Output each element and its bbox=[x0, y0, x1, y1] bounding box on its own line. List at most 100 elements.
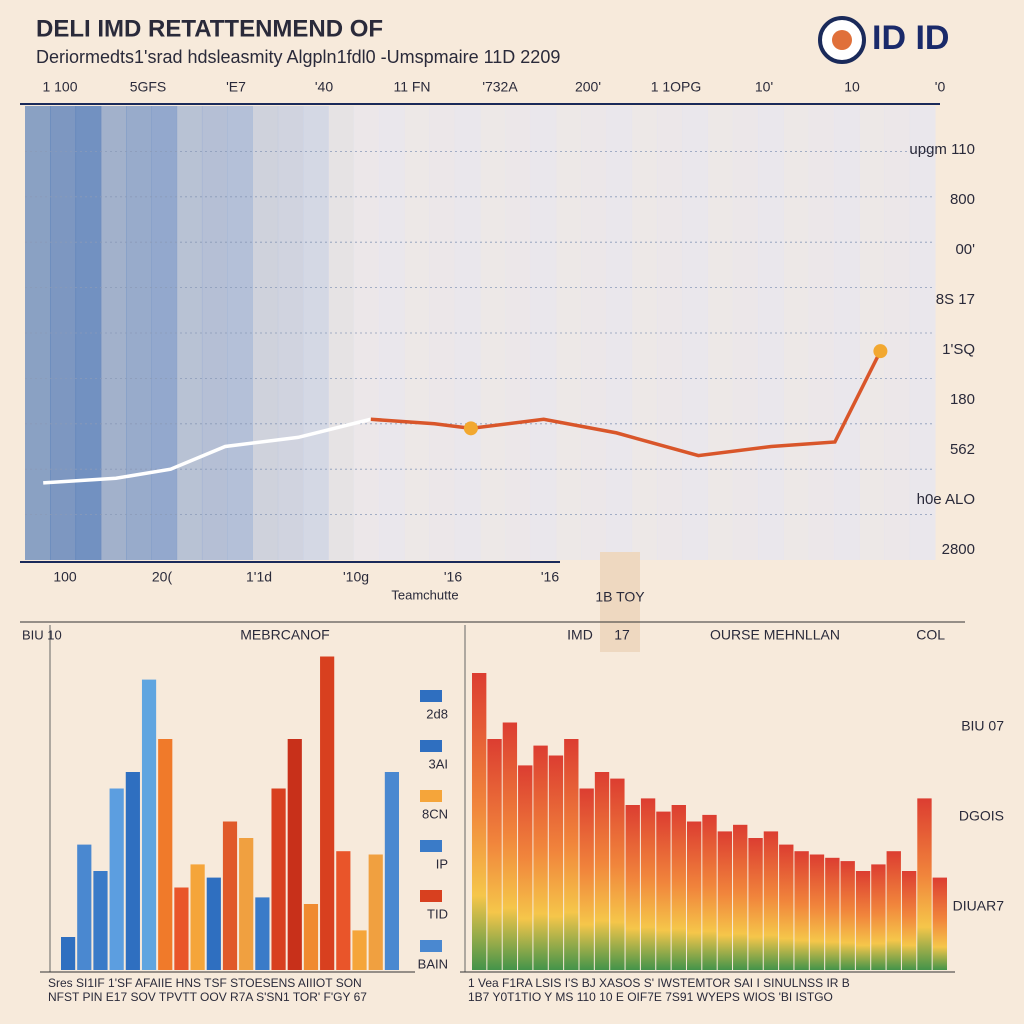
bar bbox=[809, 854, 825, 970]
bar bbox=[825, 857, 840, 970]
top-label: 10' bbox=[755, 79, 773, 95]
bg-stripe bbox=[505, 106, 532, 560]
right-label: 8S 17 bbox=[936, 291, 975, 308]
x-label: 1 Vea F1RA LSIS I'S BJ XASOS S' IWSTEMTO… bbox=[468, 976, 850, 990]
bottom-label: 100 bbox=[53, 569, 77, 585]
top-label: 'E7 bbox=[226, 79, 246, 95]
title: DELI IMD RETATTENMEND OF bbox=[36, 15, 383, 42]
legend-swatch bbox=[420, 790, 442, 802]
bottom-label: 1'1d bbox=[246, 569, 272, 585]
bar bbox=[733, 824, 748, 970]
top-label: 200' bbox=[575, 79, 601, 95]
right-label: DIUAR7 bbox=[953, 898, 1005, 914]
legend-swatch bbox=[420, 840, 442, 852]
bar bbox=[141, 679, 157, 970]
legend-swatch bbox=[420, 740, 442, 752]
corner-label: BIU 10 bbox=[22, 627, 62, 642]
bg-stripe bbox=[530, 106, 557, 560]
bar bbox=[932, 877, 947, 970]
bottom-label: 20( bbox=[152, 569, 173, 585]
bar bbox=[174, 887, 189, 970]
subtitle: Deriormedts1'srad hdsleasmity Algpln1fdl… bbox=[36, 47, 560, 67]
bar bbox=[384, 772, 399, 970]
right-label: h0e ALO bbox=[917, 491, 975, 508]
bar bbox=[871, 864, 886, 970]
bar bbox=[625, 805, 640, 970]
right-label: 562 bbox=[950, 441, 975, 458]
top-label: '0 bbox=[935, 79, 946, 95]
top-label: '732A bbox=[482, 79, 518, 95]
top-label: 1 1OPG bbox=[651, 79, 702, 95]
point bbox=[873, 344, 888, 359]
bar bbox=[640, 798, 656, 970]
bar bbox=[287, 739, 302, 970]
bar bbox=[917, 798, 932, 970]
bar bbox=[671, 805, 686, 970]
bar bbox=[472, 673, 487, 970]
right-label: 00' bbox=[955, 241, 975, 258]
bar bbox=[840, 861, 855, 970]
legend-label: IP bbox=[436, 856, 448, 871]
right-label: 800 bbox=[950, 191, 975, 208]
bar bbox=[368, 854, 383, 970]
right-label: 1'SQ bbox=[942, 341, 975, 358]
top-label: 1 100 bbox=[42, 79, 77, 95]
bar bbox=[533, 745, 548, 970]
right-label: 2800 bbox=[942, 541, 975, 558]
top-label: 5GFS bbox=[130, 79, 167, 95]
bottom-label: '16 bbox=[541, 569, 559, 585]
bar bbox=[502, 722, 518, 970]
top-label: 11 FN bbox=[393, 79, 430, 95]
side-tag: 17 bbox=[614, 627, 630, 643]
legend-label: BAIN bbox=[418, 956, 448, 971]
bar bbox=[271, 788, 286, 970]
bar bbox=[748, 838, 763, 970]
bar bbox=[901, 871, 917, 970]
bar bbox=[487, 739, 502, 970]
corner-label: COL bbox=[916, 627, 945, 643]
bar bbox=[855, 871, 871, 970]
right-label: upgm 110 bbox=[909, 141, 975, 158]
bar bbox=[206, 877, 221, 970]
panel-label: IMD bbox=[567, 627, 593, 643]
bar bbox=[579, 788, 594, 970]
x-label: Teamchutte bbox=[391, 587, 458, 602]
bg-stripe bbox=[50, 106, 77, 560]
legend-label: TID bbox=[427, 906, 448, 921]
bar bbox=[190, 864, 205, 970]
bar bbox=[779, 844, 794, 970]
legend-label: 3AI bbox=[428, 756, 448, 771]
bar bbox=[303, 904, 319, 970]
line-series bbox=[43, 417, 372, 485]
right-label: 180 bbox=[950, 391, 975, 408]
bar bbox=[352, 930, 367, 970]
bar bbox=[610, 778, 625, 970]
bottom-label: '10g bbox=[343, 569, 369, 585]
bar bbox=[125, 772, 140, 970]
x-label: 1B7 Y0T1TIO Y MS 110 10 E OIF7E 7S91 WYE… bbox=[468, 990, 833, 1004]
x-label: NFST PIN E17 SOV TPVTT OOV R7A S'SN1 TOR… bbox=[48, 990, 367, 1004]
bar bbox=[763, 831, 779, 970]
bar bbox=[255, 897, 270, 970]
bar bbox=[794, 851, 809, 970]
legend-swatch bbox=[420, 690, 442, 702]
bg-stripe bbox=[75, 106, 102, 560]
bar bbox=[239, 838, 254, 970]
bar bbox=[222, 821, 238, 970]
bg-stripe bbox=[126, 106, 152, 560]
legend-label: 2d8 bbox=[426, 706, 448, 721]
legend-label: 8CN bbox=[422, 806, 448, 821]
legend-swatch bbox=[420, 890, 442, 902]
right-label: DGOIS bbox=[959, 808, 1004, 824]
legend-swatch bbox=[420, 940, 442, 952]
bar bbox=[109, 788, 124, 970]
bar bbox=[886, 851, 901, 970]
point bbox=[463, 421, 478, 436]
side-box bbox=[600, 552, 640, 652]
panel-title: MEBRCANOF bbox=[240, 627, 329, 643]
bar bbox=[702, 814, 717, 970]
bar bbox=[61, 937, 76, 970]
right-label: BIU 07 bbox=[961, 718, 1004, 734]
bar bbox=[717, 831, 733, 970]
